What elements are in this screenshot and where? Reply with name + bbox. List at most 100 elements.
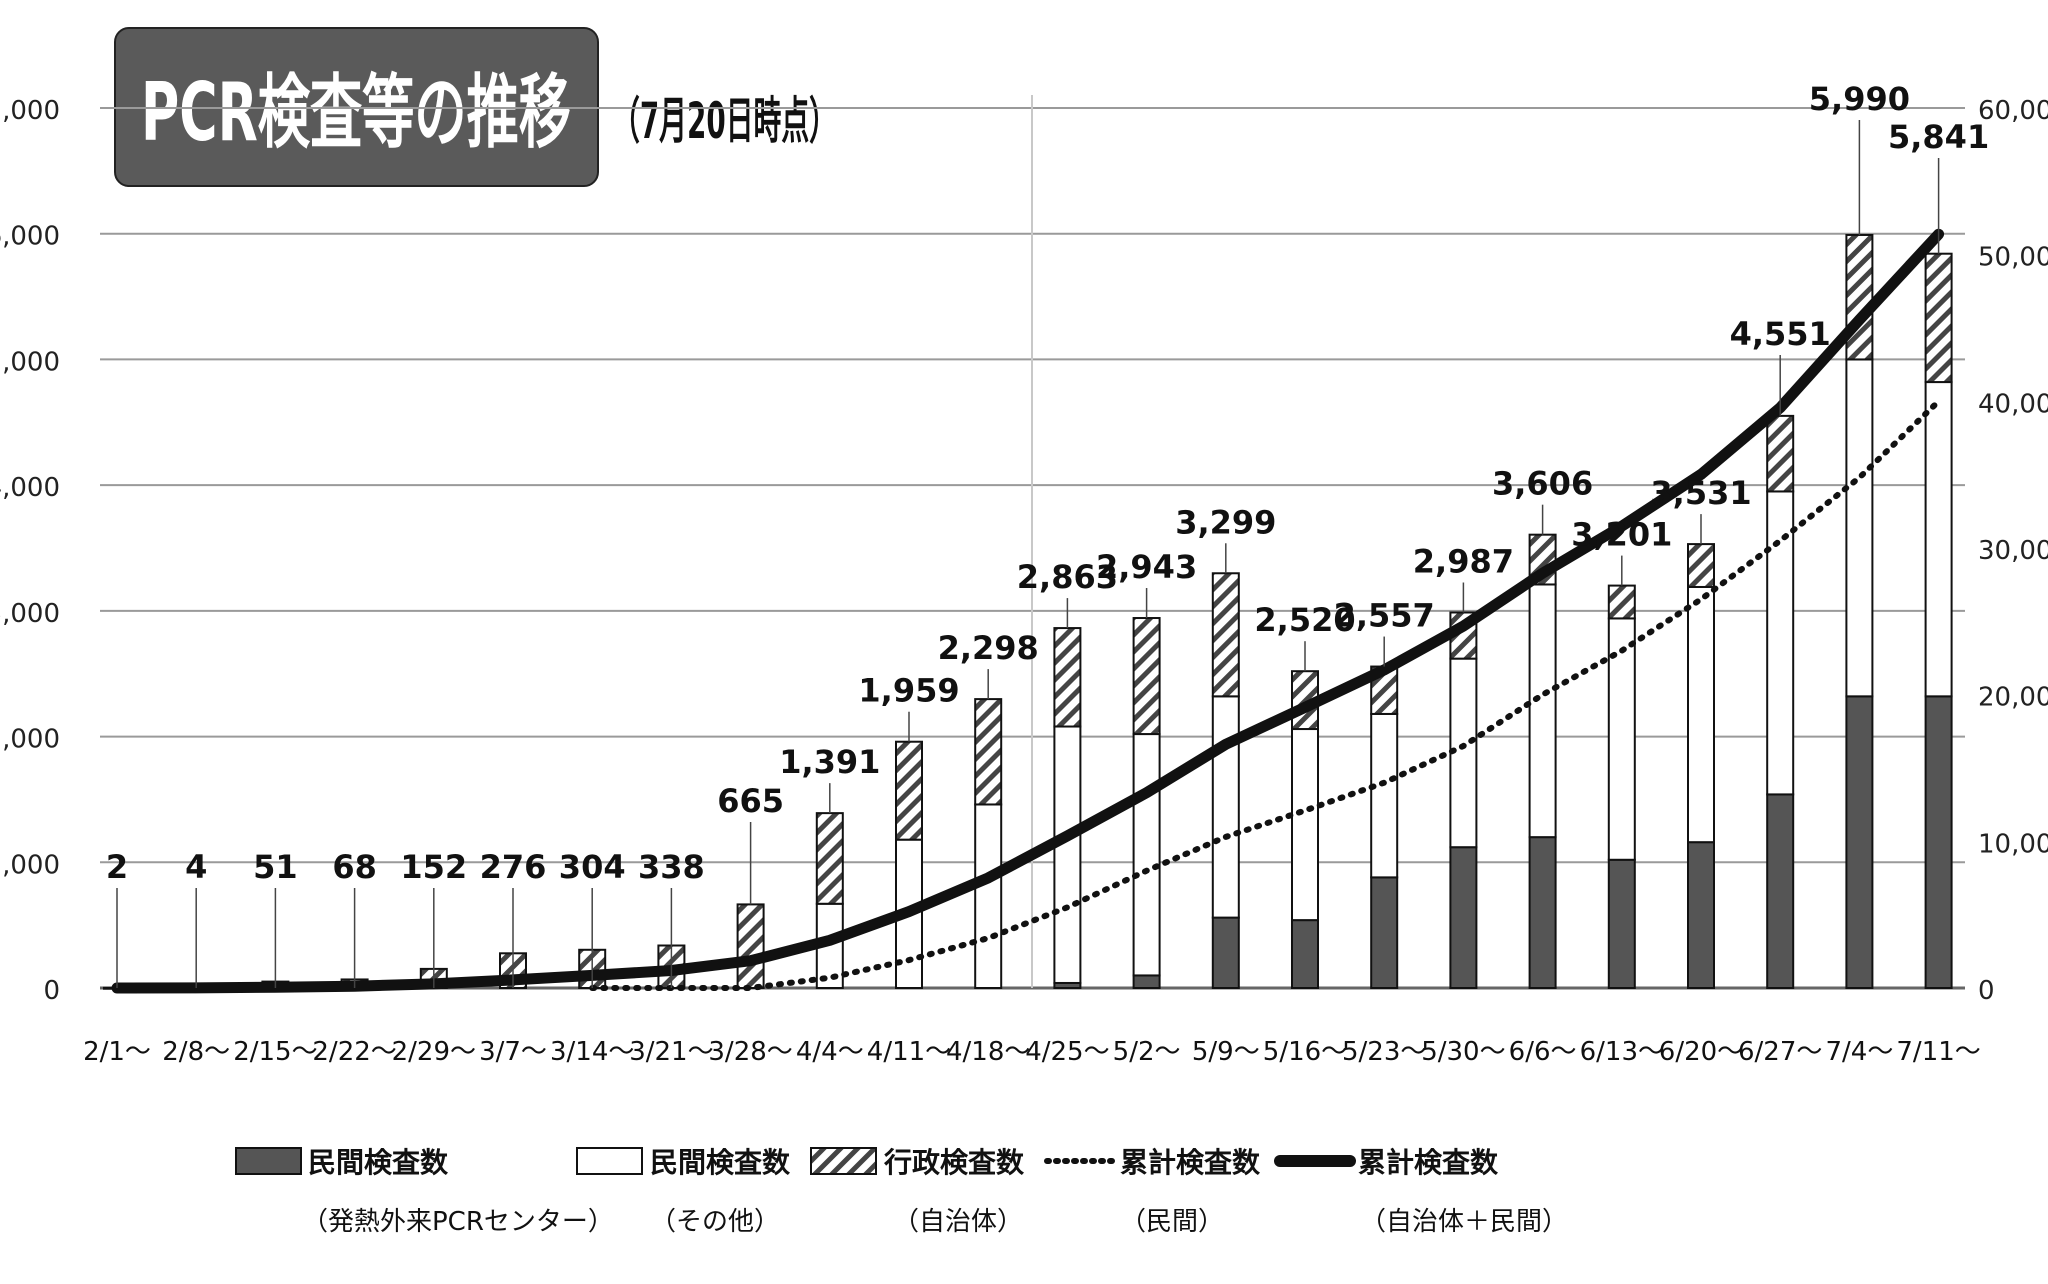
bar-segment-admin (1053, 627, 1082, 728)
bar-segment-admin (736, 903, 765, 990)
bar-total-label: 4,551 (1730, 315, 1831, 353)
x-tick-label: 6/20～ (1659, 1037, 1743, 1067)
x-tick-label: 3/21～ (629, 1037, 713, 1067)
x-tick-label: 5/23～ (1342, 1037, 1426, 1067)
y-left-tick-label: 5,000 (0, 347, 60, 377)
legend-item-private-fever: 民間検査数 （発熱外来PCRセンター） (235, 1146, 614, 1237)
x-axis: 2/1～ 2/8～ 2/15～2/22～2/29～ 3/7～ 3/14～3/21～3/2… (83, 1037, 1981, 1067)
bar-segment-private-fever (1924, 695, 1953, 989)
bar-segment-private-fever (1687, 841, 1715, 990)
x-tick-label: 4/11～ (867, 1037, 951, 1067)
bar-total-label: 3,606 (1492, 465, 1593, 503)
y-left-tick-label: 2,000 (0, 725, 60, 755)
y-right-tick-label: 30,000 (1978, 536, 2048, 566)
y-axis-right: 0 10,000 20,000 30,000 40,000 50,000 60,000 (1978, 96, 2048, 1006)
bar-segment-private-fever (1449, 846, 1478, 990)
y-left-tick-label: 1,000 (0, 850, 60, 880)
y-axis-left: 0 1,000 2,000 3,000 4,000 5,000 6,000 7,000 (0, 96, 60, 1006)
x-tick-label: 2/29～ (392, 1037, 476, 1067)
bar-total-label: 152 (400, 848, 467, 886)
chart-subtitle: （7月20日時点） (612, 92, 837, 150)
bar-total-label: 276 (480, 848, 547, 886)
bar-segment-admin (974, 698, 1003, 806)
bar-segment-private-fever (1528, 836, 1557, 990)
legend-note: （民間） (1120, 1207, 1224, 1237)
y-left-tick-label: 7,000 (0, 96, 60, 126)
legend-swatch-dark (235, 1147, 302, 1175)
x-tick-label: 3/14～ (550, 1037, 634, 1067)
bar-segment-private-other (1766, 490, 1795, 796)
legend: 民間検査数 （発熱外来PCRセンター） 民間検査数 （その他） 行政検査数 （自… (235, 1146, 1568, 1237)
y-right-tick-label: 20,000 (1978, 683, 2048, 713)
bar-total-label: 68 (332, 848, 377, 886)
legend-label: 行政検査数 (883, 1146, 1025, 1179)
x-tick-label: 7/11～ (1896, 1037, 1980, 1067)
legend-note: （発熱外来PCRセンター） (302, 1207, 614, 1237)
x-tick-label: 5/30～ (1421, 1037, 1505, 1067)
x-tick-label: 5/2～ (1113, 1037, 1181, 1067)
bar-total-label: 2,943 (1096, 548, 1197, 586)
bar-total-label: 1,391 (779, 743, 880, 781)
chart-title: PCR検査等の推移 (141, 66, 571, 159)
x-tick-label: 2/8～ (162, 1037, 230, 1067)
bar-total-label: 2 (106, 848, 128, 886)
y-left-tick-label: 0 (43, 976, 60, 1006)
bar-total-label: 5,841 (1888, 118, 1989, 156)
y-right-tick-label: 0 (1978, 976, 1995, 1006)
bar-segment-admin (1132, 617, 1161, 736)
bar-segment-admin (895, 740, 923, 841)
x-tick-label: 2/1～ (83, 1037, 151, 1067)
x-tick-label: 4/4～ (796, 1037, 864, 1067)
y-right-tick-label: 60,000 (1978, 96, 2048, 126)
x-tick-label: 5/9～ (1192, 1037, 1260, 1067)
bar-total-label: 665 (717, 782, 784, 820)
bar-total-label: 5,990 (1809, 80, 1910, 118)
bar-segment-private-other (1132, 733, 1161, 977)
bar-segment-private-other (1845, 358, 1874, 698)
legend-item-cumulative-total: 累計検査数 （自治体＋民間） (1274, 1146, 1568, 1237)
x-tick-label: 3/28～ (708, 1037, 792, 1067)
bar-segment-admin (1766, 414, 1795, 493)
legend-swatch-white (576, 1147, 643, 1175)
legend-item-private-other: 民間検査数 （その他） (576, 1146, 791, 1237)
line-cumulative-total (111, 228, 1945, 994)
bar-total-label: 1,959 (858, 672, 959, 710)
x-tick-label: 5/16～ (1263, 1037, 1347, 1067)
bar-segment-admin (1845, 233, 1874, 361)
bar-segment-private-other (1528, 583, 1557, 839)
bar-total-label: 2,863 (1017, 558, 1118, 596)
legend-label: 民間検査数 (308, 1146, 449, 1179)
bar-segment-private-fever (1132, 974, 1161, 990)
y-right-tick-label: 50,000 (1978, 243, 2048, 273)
y-left-tick-label: 3,000 (0, 599, 60, 629)
x-tick-label: 7/4～ (1825, 1037, 1893, 1067)
bar-total-label: 2,987 (1413, 542, 1514, 580)
bar-segment-admin (1924, 252, 1953, 384)
bar-total-label: 3,201 (1571, 516, 1672, 554)
legend-label: 民間検査数 (650, 1146, 791, 1179)
x-tick-label: 2/22～ (312, 1037, 396, 1067)
y-right-tick-label: 10,000 (1978, 829, 2048, 859)
legend-note: （その他） (650, 1207, 780, 1237)
bar-segment-private-fever (1370, 876, 1399, 989)
legend-note: （自治体＋民間） (1360, 1207, 1568, 1237)
legend-label: 累計検査数 (1358, 1146, 1499, 1179)
bar-segment-private-other (1924, 381, 1953, 698)
bar-total-label: 2,557 (1334, 597, 1435, 635)
legend-swatch-hatched (810, 1147, 877, 1175)
bar-total-label: 51 (253, 848, 298, 886)
bar-segment-private-fever (1211, 916, 1240, 989)
bar-segment-admin (1211, 572, 1240, 698)
bar-total-label: 4 (185, 848, 207, 886)
x-tick-label: 4/25～ (1025, 1037, 1109, 1067)
bar-total-label: 2,520 (1254, 601, 1355, 639)
bar-segment-private-fever (1607, 858, 1636, 989)
bar-total-label: 304 (559, 848, 626, 886)
bar-segment-private-fever (1845, 695, 1874, 989)
bar-segment-private-other (974, 803, 1003, 990)
bar-segment-admin (1607, 584, 1636, 620)
legend-item-admin: 行政検査数 （自治体） (810, 1146, 1025, 1237)
bars (103, 233, 1953, 990)
bar-segment-private-fever (1291, 919, 1319, 989)
